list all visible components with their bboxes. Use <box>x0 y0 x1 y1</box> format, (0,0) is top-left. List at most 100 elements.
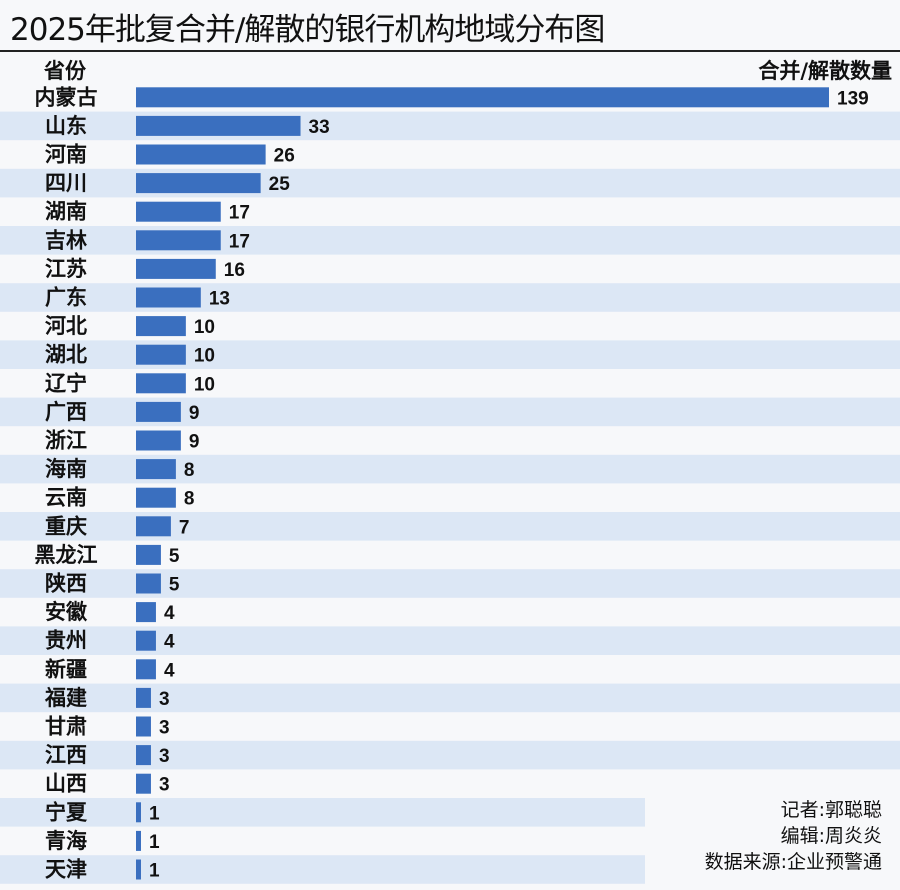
bar <box>136 773 151 794</box>
data-label: 8 <box>184 489 195 510</box>
title-divider <box>0 50 900 52</box>
row-band <box>0 569 900 598</box>
bar <box>136 716 151 737</box>
bar <box>136 630 156 651</box>
row-band <box>0 226 900 255</box>
data-label: 4 <box>164 632 175 653</box>
category-label: 江西 <box>45 743 87 767</box>
category-label: 内蒙古 <box>35 85 98 109</box>
bar <box>136 230 221 251</box>
category-label: 广西 <box>45 400 87 424</box>
category-label: 海南 <box>45 457 87 481</box>
category-label: 浙江 <box>45 429 87 453</box>
category-label: 辽宁 <box>45 371 87 395</box>
data-label: 26 <box>274 146 295 167</box>
row-band <box>0 798 645 827</box>
bar <box>136 487 176 508</box>
row-band <box>0 454 900 484</box>
editor-credit: 编辑:周炎炎 <box>780 825 882 847</box>
row-band <box>0 683 900 713</box>
data-label: 8 <box>184 460 195 481</box>
bar <box>136 287 201 308</box>
category-label: 吉林 <box>45 228 87 252</box>
chart-title: 2025年批复合并/解散的银行机构地域分布图 <box>10 12 605 48</box>
category-label: 湖南 <box>45 200 87 224</box>
data-label: 1 <box>149 803 160 824</box>
category-label: 河北 <box>45 314 87 338</box>
bar <box>136 802 141 823</box>
data-label: 4 <box>164 660 175 681</box>
reporter-credit: 记者:郭聪聪 <box>780 799 882 821</box>
bar <box>136 687 151 708</box>
category-axis-header: 省份 <box>44 59 86 83</box>
data-label: 17 <box>229 231 250 252</box>
data-label: 10 <box>194 346 215 367</box>
data-label: 3 <box>159 718 170 739</box>
data-label: 7 <box>179 517 190 538</box>
category-label: 山东 <box>45 114 87 138</box>
row-band <box>0 340 900 369</box>
category-label: 天津 <box>45 858 87 882</box>
category-label: 山西 <box>45 772 87 796</box>
bar <box>136 373 186 394</box>
category-label: 陕西 <box>45 572 87 596</box>
data-label: 25 <box>269 174 291 195</box>
bar <box>136 316 186 337</box>
category-label: 四川 <box>45 171 87 195</box>
bar <box>136 516 171 537</box>
category-label: 湖北 <box>45 343 87 367</box>
data-label: 9 <box>189 432 200 453</box>
category-label: 安徽 <box>45 600 88 624</box>
row-band <box>0 168 900 198</box>
data-label: 3 <box>159 746 170 767</box>
category-label: 福建 <box>44 686 87 710</box>
data-label: 9 <box>189 403 200 424</box>
data-label: 3 <box>159 775 170 796</box>
category-label: 云南 <box>45 486 87 510</box>
category-label: 河南 <box>45 143 87 167</box>
category-label: 江苏 <box>45 257 87 281</box>
bar <box>136 115 301 136</box>
bar <box>136 859 141 880</box>
category-label: 广东 <box>45 286 87 310</box>
category-label: 新疆 <box>45 657 87 681</box>
bar <box>136 430 181 451</box>
data-label: 10 <box>194 374 215 395</box>
credits: 记者:郭聪聪 编辑:周炎炎 数据来源:企业预警通 <box>705 797 882 875</box>
bar <box>136 401 181 422</box>
data-label: 5 <box>169 575 180 596</box>
category-label: 宁夏 <box>45 800 88 824</box>
source-credit: 数据来源:企业预警通 <box>704 851 882 873</box>
row-band <box>0 855 645 884</box>
data-label: 139 <box>837 88 869 109</box>
data-label: 4 <box>164 603 175 624</box>
bar <box>136 745 151 766</box>
category-label: 贵州 <box>45 629 87 653</box>
row-band <box>0 626 900 655</box>
bar <box>136 258 216 279</box>
category-label: 甘肃 <box>45 715 87 739</box>
bar <box>136 144 266 165</box>
bar <box>136 173 261 194</box>
data-label: 1 <box>149 832 160 853</box>
category-label: 青海 <box>45 829 87 853</box>
category-label: 黑龙江 <box>35 543 98 567</box>
data-label: 33 <box>309 117 330 138</box>
bar <box>136 344 186 365</box>
row-band <box>0 397 900 427</box>
bar <box>136 87 829 108</box>
category-label: 重庆 <box>45 514 87 538</box>
data-label: 3 <box>159 689 170 710</box>
data-label: 13 <box>209 289 230 310</box>
data-label: 1 <box>149 861 160 882</box>
row-band <box>0 740 900 770</box>
data-label: 17 <box>229 203 250 224</box>
bar <box>136 602 156 623</box>
bar <box>136 573 161 594</box>
value-axis-header: 合并/解散数量 <box>758 59 892 83</box>
data-label: 10 <box>194 317 215 338</box>
bar <box>136 459 176 480</box>
bar <box>136 201 221 222</box>
bar <box>136 830 141 851</box>
